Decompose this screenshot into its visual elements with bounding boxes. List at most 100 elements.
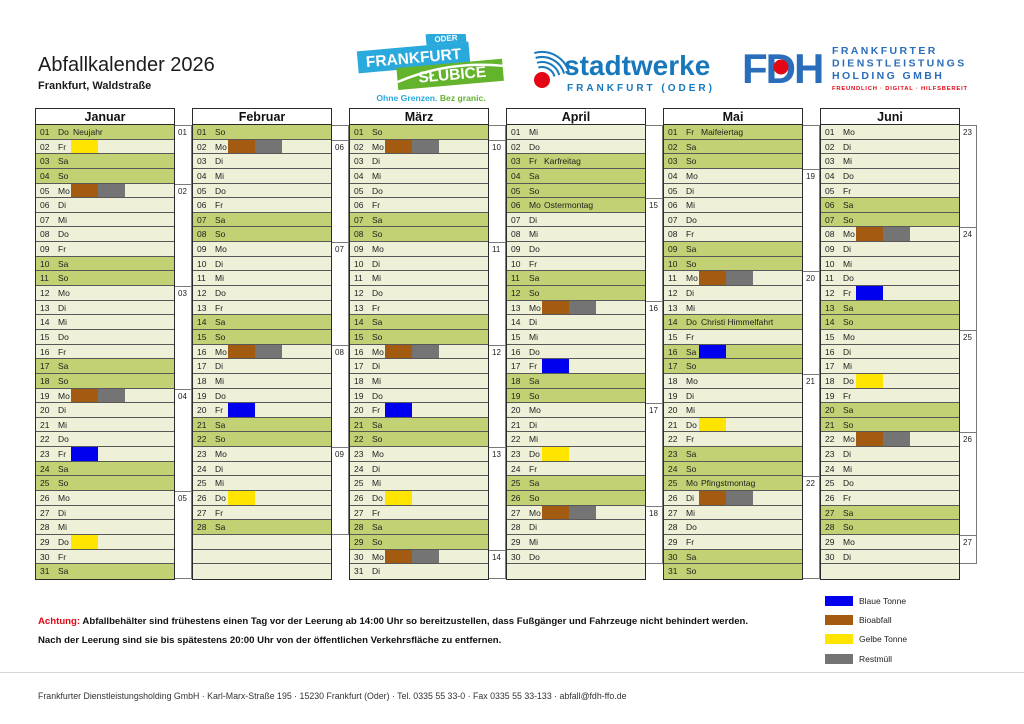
bio-marker (856, 432, 883, 447)
week-cell (175, 300, 192, 316)
weekday-label: Sa (215, 522, 226, 533)
day-number: 18 (197, 375, 207, 386)
day-row: 10 So (664, 256, 802, 272)
month-table: März 01 So 02 Mo 03 Di 04 Mi 05 Do 06 Fr 07 Sa 08 So 09 Mo… (349, 108, 489, 580)
day-number: 25 (668, 478, 678, 489)
day-row: 10 Sa (36, 256, 174, 272)
day-number: 09 (354, 244, 364, 255)
day-number: 26 (354, 493, 364, 504)
day-number: 30 (354, 551, 364, 562)
holiday-label: Karfreitag (544, 156, 581, 167)
day-row: 10 Di (350, 256, 488, 272)
week-cell (332, 168, 349, 184)
day-row: 10 Di (193, 256, 331, 272)
weekday-label: Fr (58, 551, 67, 562)
weekday-label: Do (529, 141, 540, 152)
week-number: 03 (175, 286, 192, 301)
legend-label: Restmüll (859, 653, 893, 664)
day-number: 22 (40, 434, 50, 445)
week-cell (332, 388, 349, 404)
week-cell (489, 315, 506, 330)
day-number: 05 (668, 185, 678, 196)
day-number: 23 (668, 449, 678, 460)
day-row: 03 Di (350, 154, 488, 169)
week-cell (646, 315, 663, 330)
week-cell (332, 286, 349, 301)
day-row: 30 Di (821, 549, 959, 565)
day-number: 19 (40, 390, 50, 401)
weekday-label: Fr (215, 405, 224, 416)
weekday-label: Mo (843, 229, 855, 240)
week-cell (489, 373, 506, 389)
day-number: 07 (354, 214, 364, 225)
weekday-label: So (372, 331, 383, 342)
month-table: Januar 01 Do Neujahr 02 Fr 03 Sa 04 So 05 Mo 06 Di 07 M… (35, 108, 175, 580)
day-number: 13 (197, 302, 207, 313)
day-row: 07 Sa (350, 212, 488, 228)
week-cell (489, 403, 506, 418)
weekday-label: Sa (372, 419, 383, 430)
week-cell (803, 315, 820, 330)
month-block-2: Februar 01 So 02 Mo 03 Di 04 Mi 05 Do 06 Fr 07 Sa 08 So 0… (192, 108, 350, 580)
week-number: 20 (803, 271, 820, 287)
weekday-label: Do (58, 434, 69, 445)
weekday-label: Do (58, 229, 69, 240)
weekday-label: Mo (58, 493, 70, 504)
day-row: 24 Mi (821, 461, 959, 477)
week-cell (803, 344, 820, 360)
day-row: 28 So (821, 520, 959, 535)
week-cell (332, 256, 349, 272)
day-row: 14 So (821, 315, 959, 330)
week-cell (646, 549, 663, 565)
day-row: 20 Mo (507, 403, 645, 418)
day-number: 06 (354, 200, 364, 211)
week-cell (646, 256, 663, 272)
week-cell (175, 271, 192, 287)
weekday-label: So (372, 229, 383, 240)
day-row: 06 Mi (664, 198, 802, 213)
week-cell (803, 154, 820, 169)
weekday-label: Fr (215, 200, 224, 211)
day-number: 05 (825, 185, 835, 196)
weekday-label: So (372, 536, 383, 547)
day-row: 17 So (664, 359, 802, 374)
fs-arc (397, 63, 503, 84)
day-row: 27 Di (36, 505, 174, 521)
week-cell (332, 271, 349, 287)
day-row: 30 Sa (664, 549, 802, 565)
week-cell (489, 534, 506, 550)
day-row: 21 Sa (193, 417, 331, 433)
week-cell (489, 461, 506, 477)
day-number: 01 (354, 127, 364, 137)
day-row: 20 Mi (664, 403, 802, 418)
weekday-label: Mo (843, 434, 855, 445)
day-row: 23 Mo (350, 447, 488, 462)
weekday-label: Di (843, 141, 852, 152)
weekday-label: So (843, 214, 854, 225)
week-cell (960, 256, 977, 272)
week-cell (489, 300, 506, 316)
week-cell (803, 359, 820, 374)
legend-item-rest: Restmüll (825, 649, 907, 668)
week-cell (803, 447, 820, 462)
day-row: 15 Mo (821, 329, 959, 345)
day-number: 02 (354, 141, 364, 152)
weekday-label: Fr (58, 449, 67, 460)
day-number: 18 (825, 375, 835, 386)
week-cell (489, 256, 506, 272)
week-cell (489, 417, 506, 433)
day-number: 19 (825, 390, 835, 401)
day-number: 20 (40, 405, 50, 416)
day-number: 30 (511, 551, 521, 562)
day-row: 17 Sa (36, 359, 174, 374)
week-cell (489, 212, 506, 228)
day-row: 24 So (664, 461, 802, 477)
week-cell (332, 417, 349, 433)
day-row: 24 Di (350, 461, 488, 477)
week-cell (803, 432, 820, 448)
week-column: 19 20 21 22 (803, 125, 820, 579)
week-cell (803, 212, 820, 228)
empty-row (507, 564, 645, 579)
weekday-label: Di (843, 346, 852, 357)
day-row: 18 Mo (664, 373, 802, 389)
